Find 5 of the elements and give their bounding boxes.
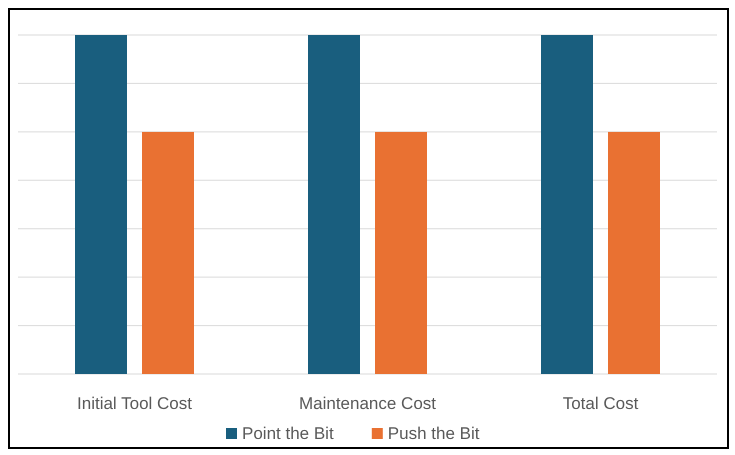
legend-label: Push the Bit — [388, 424, 480, 443]
x-tick-label: Total Cost — [562, 394, 639, 413]
legend-label: Point the Bit — [242, 424, 334, 443]
x-tick-label: Initial Tool Cost — [77, 394, 192, 413]
x-tick-label: Maintenance Cost — [298, 394, 436, 413]
